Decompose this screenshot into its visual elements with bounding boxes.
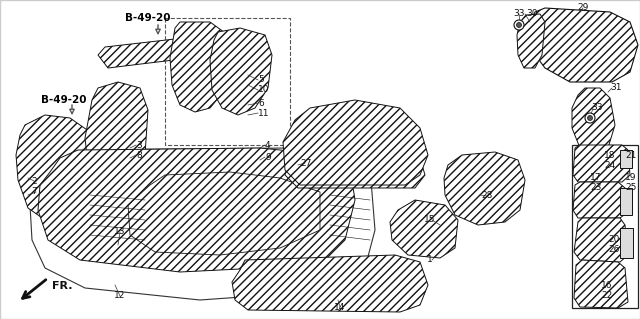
Polygon shape — [620, 228, 633, 258]
Text: 6: 6 — [258, 99, 264, 108]
Text: 12: 12 — [115, 292, 125, 300]
Polygon shape — [573, 182, 628, 218]
Text: B-49-20: B-49-20 — [41, 95, 87, 105]
Polygon shape — [390, 200, 458, 258]
Text: FR.: FR. — [52, 281, 72, 291]
Polygon shape — [38, 148, 355, 272]
Polygon shape — [573, 145, 630, 182]
Text: 24: 24 — [604, 160, 615, 169]
Text: 26: 26 — [608, 246, 620, 255]
Circle shape — [585, 113, 595, 123]
Text: 21: 21 — [625, 151, 636, 160]
Text: 19: 19 — [625, 174, 637, 182]
Text: 22: 22 — [601, 291, 612, 300]
Text: 14: 14 — [334, 302, 346, 311]
Circle shape — [516, 23, 522, 27]
Circle shape — [588, 115, 593, 121]
Polygon shape — [620, 188, 632, 215]
Text: 33: 33 — [513, 10, 525, 19]
Polygon shape — [16, 115, 95, 222]
Text: 25: 25 — [625, 183, 636, 192]
Text: 31: 31 — [610, 84, 621, 93]
Polygon shape — [574, 218, 628, 262]
Text: 27: 27 — [300, 159, 312, 167]
Text: 9: 9 — [265, 152, 271, 161]
Polygon shape — [98, 35, 220, 68]
Polygon shape — [85, 82, 148, 188]
Text: 29: 29 — [577, 4, 589, 12]
Text: 10: 10 — [258, 85, 269, 94]
Text: 1: 1 — [427, 256, 433, 264]
Polygon shape — [572, 88, 615, 155]
Polygon shape — [170, 22, 232, 112]
Text: 20: 20 — [608, 235, 620, 244]
Text: 18: 18 — [604, 151, 616, 160]
Text: 13: 13 — [115, 227, 125, 236]
Text: 17: 17 — [590, 174, 602, 182]
Polygon shape — [444, 152, 525, 225]
Polygon shape — [517, 14, 545, 68]
Text: 33: 33 — [591, 103, 602, 113]
Polygon shape — [232, 255, 428, 312]
Text: 30: 30 — [526, 10, 538, 19]
Polygon shape — [574, 260, 628, 308]
Text: 8: 8 — [136, 151, 141, 160]
Circle shape — [514, 20, 524, 30]
Text: 11: 11 — [258, 108, 269, 117]
Polygon shape — [285, 148, 425, 188]
Polygon shape — [283, 100, 428, 185]
Text: 23: 23 — [590, 183, 602, 192]
Text: 16: 16 — [601, 280, 612, 290]
Text: 15: 15 — [424, 216, 436, 225]
Polygon shape — [210, 28, 272, 115]
Text: B-49-20: B-49-20 — [125, 13, 171, 23]
Polygon shape — [528, 8, 638, 82]
Text: 5: 5 — [258, 76, 264, 85]
Text: 4: 4 — [265, 140, 271, 150]
Text: 2: 2 — [31, 177, 37, 187]
Text: 28: 28 — [481, 191, 493, 201]
Polygon shape — [620, 150, 632, 168]
Polygon shape — [128, 172, 320, 255]
Text: 3: 3 — [136, 140, 141, 150]
Text: 7: 7 — [31, 188, 37, 197]
